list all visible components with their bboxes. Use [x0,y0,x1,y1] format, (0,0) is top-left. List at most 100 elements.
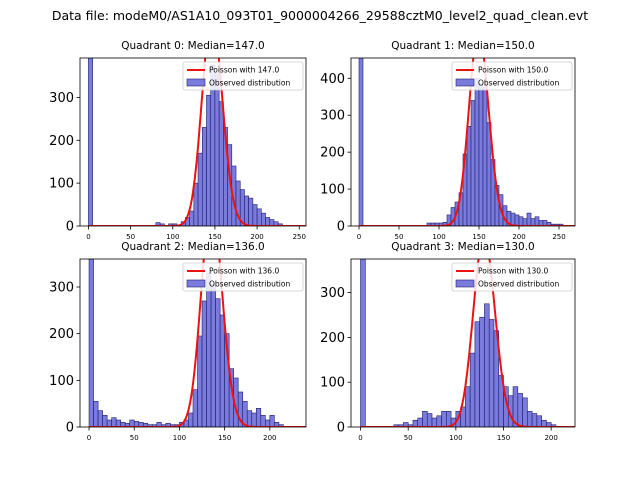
subplot-title: Quadrant 2: Median=136.0 [121,241,264,253]
legend-bar-swatch [455,279,475,288]
y-tick-label: 300 [320,286,345,301]
y-tick-label: 0 [66,220,74,235]
histogram-bar [265,217,271,226]
histogram-bar [474,78,480,226]
histogram-bar [106,419,112,427]
histogram-bar [526,212,532,226]
y-tick-label: 100 [320,183,345,198]
x-tick-label: 0 [86,233,90,241]
legend-label-observed: Observed distribution [478,280,559,289]
x-tick-label: 0 [357,233,361,241]
y-tick-label: 100 [320,376,345,391]
histogram-bar [541,419,547,427]
x-tick-label: 200 [263,434,276,442]
histogram-bar [550,424,557,427]
histogram-bar [88,259,94,427]
y-tick-label: 300 [320,109,345,124]
histogram-bar [530,218,536,226]
subplot-title: Quadrant 0: Median=147.0 [121,40,264,52]
histogram-bar [269,415,275,427]
legend-label-poisson: Poisson with 130.0 [478,267,548,276]
histogram [88,259,306,427]
histogram-bar [214,73,220,226]
x-tick-label: 150 [208,233,221,241]
y-tick-label: 300 [49,91,74,106]
histogram-bar [265,419,271,427]
x-tick-label: 50 [130,434,139,442]
histogram-bar [244,195,249,226]
subplot-quadrant-1: Quadrant 1: Median=150.0 0 50 100 150 200 250 0… [320,40,576,241]
y-tick-label: 200 [320,146,345,161]
histogram-bar [261,212,266,226]
histogram-bar [446,411,452,427]
x-tick-label: 50 [404,434,413,442]
x-tick-label: 50 [126,233,135,241]
y-tick-label: 400 [320,72,345,87]
y-tick-label: 0 [337,220,345,235]
histogram-bar [522,397,528,427]
x-tick-label: 0 [358,434,362,442]
legend: Poisson with 136.0 Observed distribution [182,262,304,292]
x-tick-label: 50 [395,233,404,241]
histogram-bar [189,210,195,226]
histogram-bar [97,410,103,427]
histogram-bar [527,411,533,427]
legend-label-observed: Observed distribution [209,280,290,289]
y-tick-label: 0 [337,421,345,436]
histogram-bar [197,335,203,427]
axes-frame [79,258,307,428]
histogram-bar [246,410,253,427]
poisson-curve [360,259,575,427]
subplot-title: Quadrant 3: Median=130.0 [391,241,534,253]
x-tick-label: 100 [449,434,462,442]
histogram-bar [488,319,495,427]
poisson-curve [89,259,306,427]
y-tick-label: 100 [49,374,74,389]
legend-bar-swatch [186,78,206,87]
subplot-grid: Quadrant 0: Median=147.0 0 50 100 150 200 250 0… [49,40,576,442]
x-tick-label: 200 [250,233,263,241]
x-tick-label: 250 [552,233,565,241]
x-tick-label: 100 [432,233,445,241]
histogram [358,58,575,226]
histogram-bar [206,94,212,226]
histogram-bar [469,352,476,427]
histogram-bar [431,417,438,427]
histogram-bar [479,316,485,427]
histogram-bar [215,298,221,427]
y-tick-label: 300 [49,281,74,296]
histogram-bar [248,197,254,226]
histogram-bar [478,83,484,226]
histogram-bar [426,413,433,427]
legend-label-observed: Observed distribution [209,79,290,88]
histogram-bar [251,412,257,427]
histogram-bar [188,412,194,427]
histogram-bar [465,386,471,427]
axes-frame [79,57,307,227]
histogram-bar [422,411,428,427]
legend: Poisson with 130.0 Observed distribution [451,262,573,292]
figure-suptitle: Data file: modeM0/AS1A10_093T01_90000042… [52,8,588,23]
x-tick-label: 0 [87,434,91,442]
y-tick-label: 200 [49,327,74,342]
histogram-bar [436,415,442,427]
histogram-bar [514,214,520,226]
x-tick-label: 150 [497,434,510,442]
histogram-bar [111,417,117,427]
histogram-bar [206,272,212,427]
legend-label-poisson: Poisson with 150.0 [478,66,548,75]
y-tick-label: 0 [66,421,74,436]
histogram-bar [102,415,108,427]
histogram-bar [482,87,488,226]
legend: Poisson with 150.0 Observed distribution [451,61,573,91]
axes-frame [350,57,576,227]
subplot-quadrant-3: Quadrant 3: Median=130.0 0 50 100 150 200 0 100… [320,241,576,442]
histogram-bar [197,152,203,226]
histogram-bar [470,100,476,226]
histogram-bar [115,419,121,427]
histogram-bar [466,126,472,226]
histogram-bar [534,216,540,226]
y-tick-label: 100 [49,177,74,192]
histogram-bar [277,223,283,226]
